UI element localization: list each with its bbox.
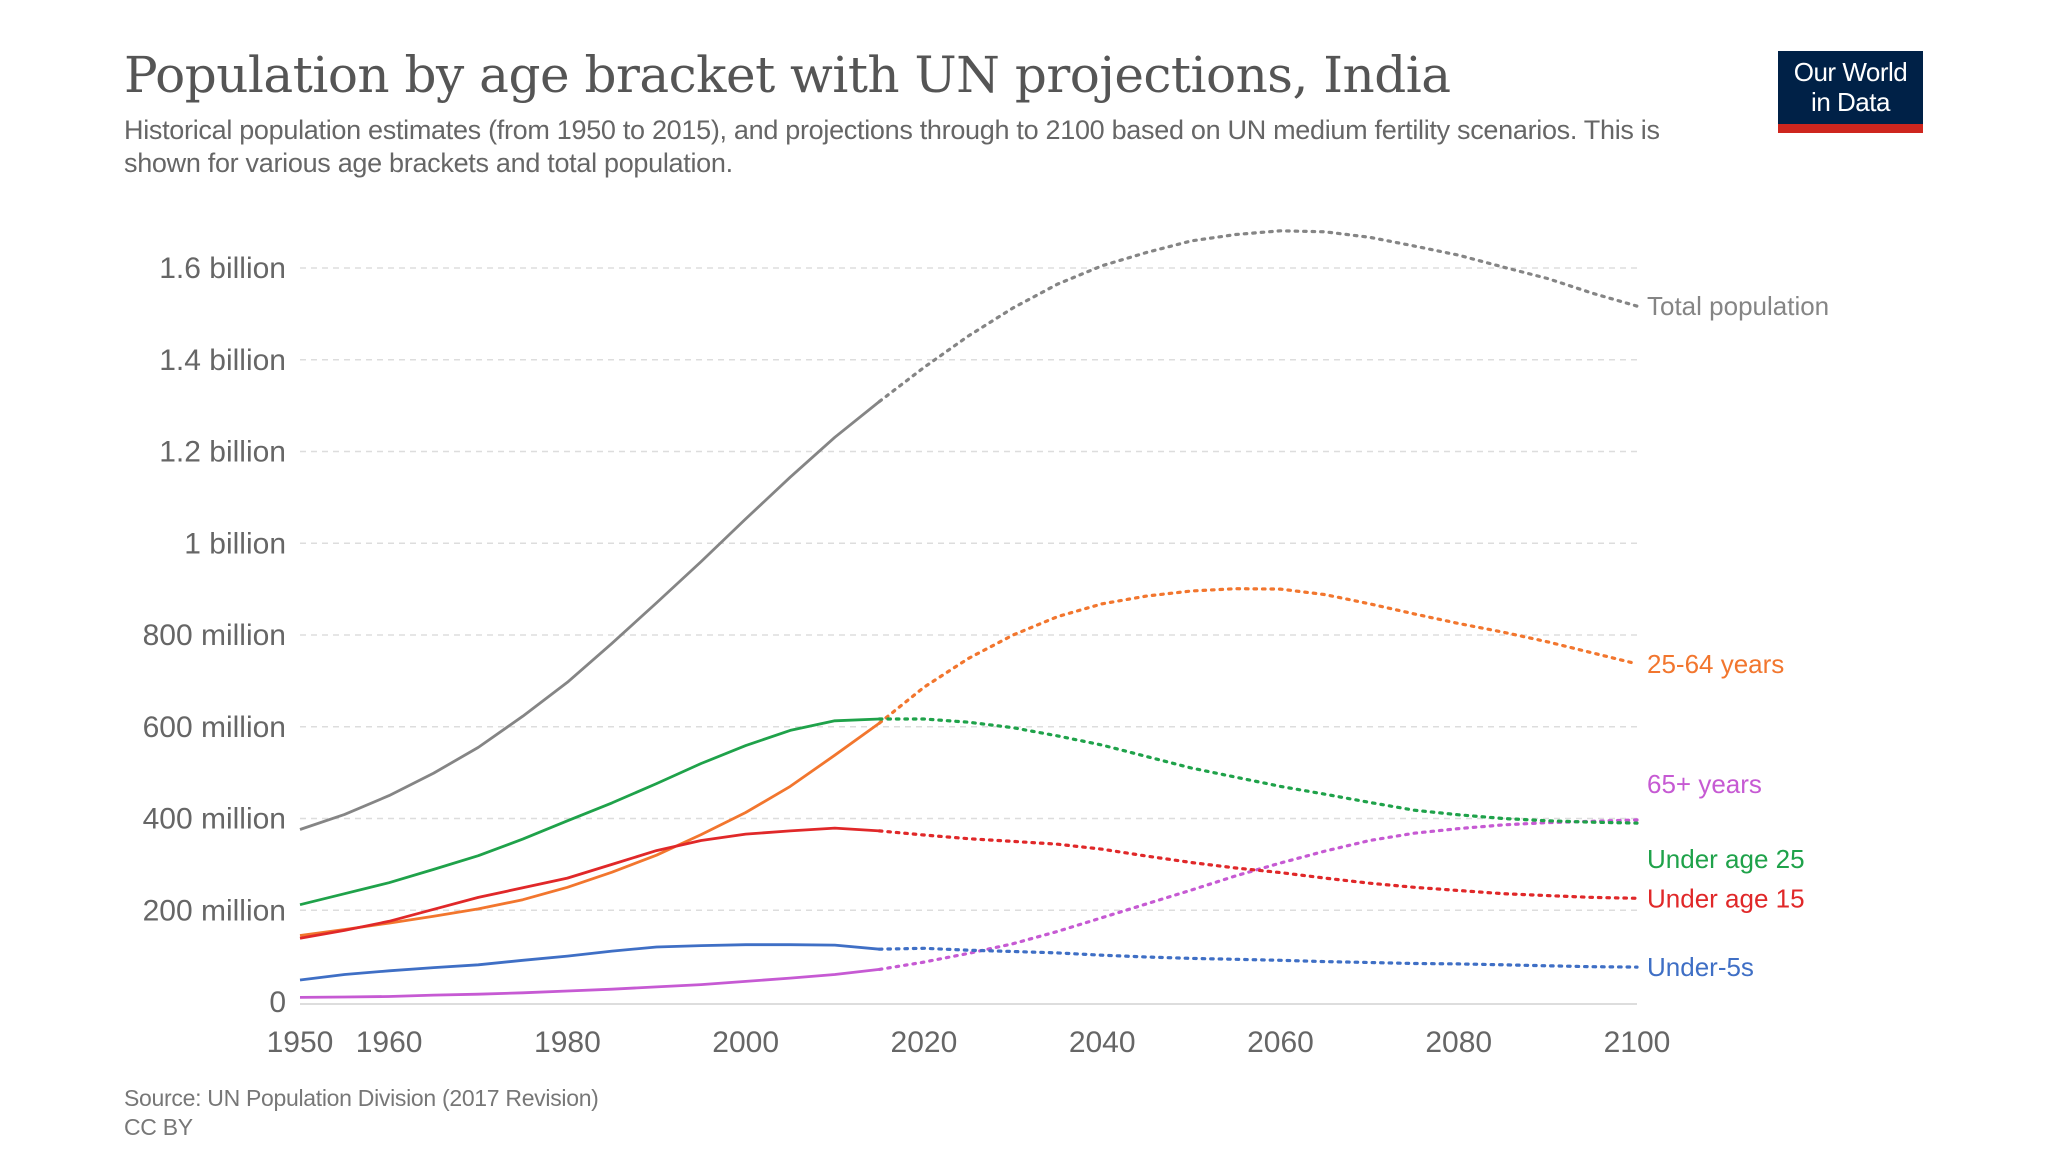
x-tick-label: 1980: [534, 1026, 601, 1059]
y-tick-label: 1 billion: [184, 527, 286, 560]
logo-accent-bar: [1778, 124, 1923, 133]
series-lines: [299, 229, 1639, 999]
series-line-under-5s-historical[interactable]: [299, 943, 880, 982]
owid-logo[interactable]: Our World in Data: [1778, 51, 1923, 133]
series-line-under-age-15-projection[interactable]: [877, 829, 1639, 900]
x-axis-ticks: 1950 1960 1980 2000 2020 2040 2060 2080 2100: [267, 1026, 1671, 1059]
series-line-65-years-projection[interactable]: [877, 818, 1639, 972]
x-tick-label: 2000: [712, 1026, 779, 1059]
series-label-25-64-years[interactable]: 25-64 years: [1647, 649, 1784, 679]
series-line-total-population-historical[interactable]: [299, 400, 881, 831]
chart-title: Population by age bracket with UN projec…: [124, 46, 1451, 104]
series-line-under-age-25-historical[interactable]: [299, 717, 880, 907]
x-tick-label: 2040: [1069, 1026, 1136, 1059]
series-label-total-population[interactable]: Total population: [1647, 291, 1829, 321]
series-line-25-64-years-historical[interactable]: [299, 721, 881, 937]
series-line-under-age-15-historical[interactable]: [299, 826, 880, 940]
source-note: Source: UN Population Division (2017 Rev…: [124, 1085, 599, 1111]
y-tick-label: 1.2 billion: [159, 436, 286, 469]
series-labels: Total population 25-64 years 65+ years Unde…: [1647, 291, 1829, 982]
series-label-65-years[interactable]: 65+ years: [1647, 769, 1762, 799]
x-tick-label: 2060: [1247, 1026, 1314, 1059]
series-line-25-64-years-projection[interactable]: [877, 587, 1639, 725]
series-line-under-5s-projection[interactable]: [877, 946, 1639, 969]
y-tick-label: 600 million: [143, 711, 286, 744]
chart-subtitle: Historical population estimates (from 19…: [124, 115, 1660, 178]
x-tick-label: 2100: [1604, 1026, 1671, 1059]
y-tick-label: 1.6 billion: [159, 252, 286, 285]
y-tick-label: 800 million: [143, 619, 286, 652]
y-tick-label: 400 million: [143, 803, 286, 836]
logo-line-1: Our World: [1793, 57, 1908, 87]
license-link[interactable]: CC BY: [124, 1114, 193, 1140]
logo-line-2: in Data: [1811, 87, 1890, 117]
series-line-65-years-historical[interactable]: [299, 968, 880, 999]
x-tick-label: 2020: [891, 1026, 958, 1059]
series-label-under-age-25[interactable]: Under age 25: [1647, 844, 1805, 874]
series-line-under-age-25-projection[interactable]: [877, 717, 1639, 825]
y-tick-label: 0: [269, 986, 286, 1019]
x-tick-label: 2080: [1425, 1026, 1492, 1059]
chart-footer: Source: UN Population Division (2017 Rev…: [124, 1084, 599, 1142]
y-axis-ticks: 0 200 million 400 million 600 million 800 mi…: [143, 252, 286, 1019]
series-label-under-age-15[interactable]: Under age 15: [1647, 883, 1805, 913]
series-label-under-5s[interactable]: Under-5s: [1647, 952, 1754, 982]
x-tick-label: 1960: [356, 1026, 423, 1059]
y-tick-label: 200 million: [143, 894, 286, 927]
x-tick-label: 1950: [267, 1026, 334, 1059]
series-line-total-population-projection[interactable]: [877, 229, 1639, 404]
gridlines: [300, 267, 1637, 911]
y-tick-label: 1.4 billion: [159, 344, 286, 377]
